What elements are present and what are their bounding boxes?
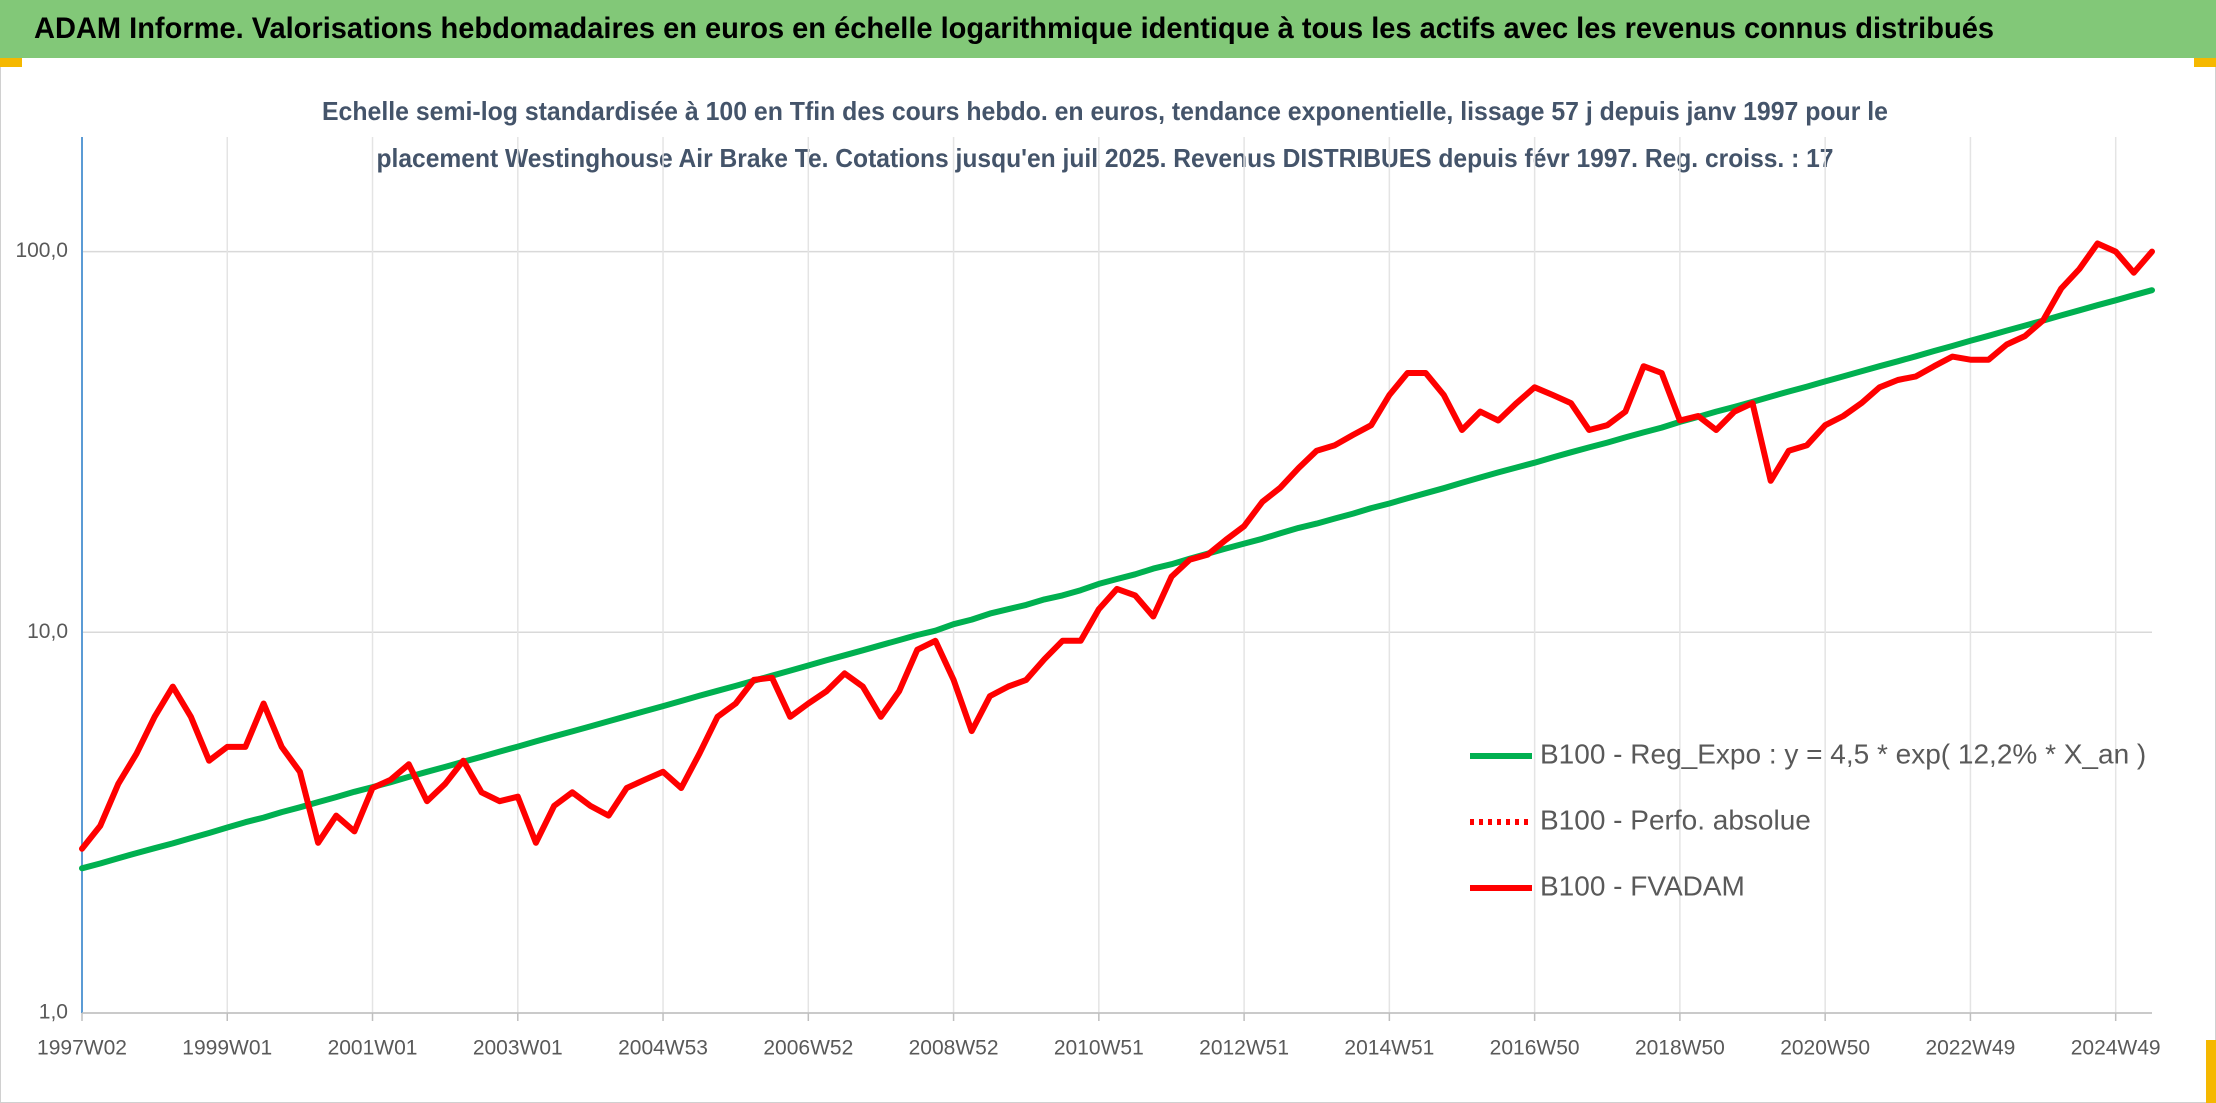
x-tick-label: 2012W51	[1199, 1037, 1289, 1060]
x-tick-label: 2003W01	[473, 1037, 563, 1060]
x-tick-label: 2024W49	[2071, 1037, 2161, 1060]
corner-mark	[2194, 58, 2216, 67]
x-tick-label: 2006W52	[763, 1037, 853, 1060]
y-tick-label: 100,0	[15, 239, 68, 262]
series-line	[79, 240, 2155, 852]
subtitle: Echelle semi-log standardisée à 100 en T…	[322, 96, 1888, 126]
subtitle: placement Westinghouse Air Brake Te. Cot…	[377, 143, 1834, 173]
x-tick-label: 2008W52	[909, 1037, 999, 1060]
y-tick-label: 10,0	[27, 620, 68, 643]
x-tick-label: 2001W01	[328, 1037, 418, 1060]
corner-mark	[2206, 1040, 2216, 1103]
y-tick-label: 1,0	[39, 1001, 68, 1024]
header-title: ADAM Informe. Valorisations hebdomadaire…	[34, 12, 1994, 45]
x-tick-label: 1997W02	[37, 1037, 127, 1060]
x-tick-label: 2020W50	[1780, 1037, 1870, 1060]
x-tick-label: 2018W50	[1635, 1037, 1725, 1060]
x-tick-label: 2014W51	[1344, 1037, 1434, 1060]
legend-label: B100 - FVADAM	[1540, 870, 1745, 901]
series-line	[79, 287, 2155, 872]
x-tick-label: 1999W01	[182, 1037, 272, 1060]
x-tick-label: 2010W51	[1054, 1037, 1144, 1060]
x-tick-label: 2022W49	[1925, 1037, 2015, 1060]
legend-label: B100 - Reg_Expo : y = 4,5 * exp( 12,2% *…	[1540, 738, 2146, 769]
corner-mark	[0, 58, 22, 67]
legend-label: B100 - Perfo. absolue	[1540, 804, 1811, 835]
header-bar	[0, 0, 2216, 58]
x-tick-label: 2016W50	[1490, 1037, 1580, 1060]
x-tick-label: 2004W53	[618, 1037, 708, 1060]
